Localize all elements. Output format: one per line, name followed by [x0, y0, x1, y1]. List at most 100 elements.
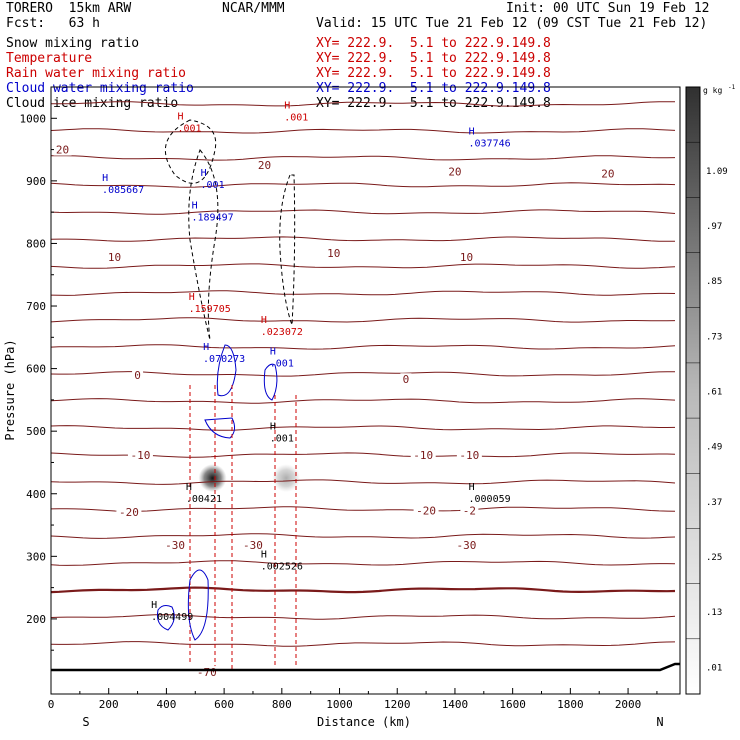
snow-shading	[272, 464, 301, 493]
field-label-snow: Snow mixing ratio	[6, 36, 140, 51]
isotherm	[51, 263, 676, 269]
isotherm	[51, 398, 676, 404]
field-xy-cloud-water: XY= 222.9. 5.1 to 222.9.149.8	[316, 81, 551, 96]
hydrometeor-contour	[263, 363, 278, 401]
temperature-label-bg	[456, 448, 482, 461]
extremum-label: .070273	[203, 354, 245, 365]
temperature-label: 20	[448, 165, 461, 178]
temperature-label-bg	[598, 167, 617, 180]
extremum-marker: H	[192, 201, 198, 212]
extremum-marker: H	[189, 292, 195, 303]
isotherm	[51, 236, 676, 242]
isotherm	[51, 614, 676, 620]
x-end-label-south: S	[82, 715, 89, 729]
extremum-label: .00421	[186, 494, 222, 505]
extremum-marker: H	[469, 127, 475, 138]
temperature-label: -70	[197, 666, 217, 679]
extremum-label: .002526	[261, 562, 303, 573]
isotherm	[51, 101, 676, 107]
temperature-label-bg	[460, 504, 479, 517]
temperature-label: -20	[416, 505, 436, 518]
colorbar-unit: g kg	[703, 86, 722, 95]
temperature-label: -20	[119, 506, 139, 519]
temperature-label: -30	[457, 539, 477, 552]
x-tick-label: 1000	[326, 698, 353, 711]
isotherm	[51, 344, 676, 350]
temperature-label: 10	[327, 247, 340, 260]
temperature-label: 20	[601, 167, 614, 180]
isotherm	[51, 155, 676, 161]
colorbar-level-label: .73	[706, 332, 722, 342]
temperature-label: -10	[131, 449, 151, 462]
extremum-marker: H	[261, 315, 267, 326]
temperature-label: 0	[134, 369, 141, 382]
isotherm	[51, 209, 676, 215]
temperature-label: 20	[258, 159, 271, 172]
temperature-label-bg	[324, 246, 343, 259]
hydrometeor-contour	[279, 174, 296, 326]
hydrometeor-contour	[274, 395, 297, 665]
temperature-label-bg	[445, 165, 464, 178]
colorbar	[685, 86, 701, 695]
temperature-label-bg	[240, 539, 266, 552]
hydrometeor-contour	[188, 149, 219, 341]
colorbar-level-label: .97	[706, 222, 722, 232]
colorbar-level-label: .61	[706, 388, 722, 398]
isotherm	[51, 371, 675, 377]
temperature-label: 20	[56, 144, 69, 157]
temperature-label-bg	[53, 143, 72, 156]
hydrometeor-contour	[189, 385, 233, 670]
field-xy-snow: XY= 222.9. 5.1 to 222.9.149.8	[316, 36, 551, 51]
extremum-marker: H	[270, 421, 276, 432]
x-tick-label: 0	[48, 698, 55, 711]
y-tick-label: 600	[26, 363, 46, 376]
temperature-label: 10	[108, 251, 121, 264]
y-tick-label: 300	[26, 550, 46, 563]
x-tick-label: 1200	[384, 698, 411, 711]
y-axis-label: Pressure (hPa)	[3, 339, 17, 440]
isotherm	[51, 560, 676, 566]
temperature-label-bg	[116, 505, 142, 518]
extremum-label: .001	[270, 358, 294, 369]
y-tick-label: 700	[26, 300, 46, 313]
colorbar-level-label: .13	[706, 608, 722, 618]
temperature-label: -10	[459, 449, 479, 462]
extremum-label: .189497	[191, 213, 233, 224]
isotherm	[51, 641, 676, 647]
temperature-label-bg	[453, 539, 479, 552]
temperature-label-bg	[457, 251, 476, 264]
extremum-label: .023072	[261, 327, 303, 338]
snow-shading	[198, 464, 227, 493]
header-center: NCAR/MMM	[222, 1, 285, 16]
y-tick-label: 500	[26, 425, 46, 438]
temperature-label: -2	[463, 505, 476, 518]
isotherm	[51, 506, 676, 512]
temperature-label-bg	[410, 448, 436, 461]
extremum-label: .001	[284, 112, 308, 123]
temperature-label-bg	[162, 539, 188, 552]
temperature-label-bg	[132, 368, 144, 381]
header-init: Init: 00 UTC Sun 19 Feb 12	[506, 1, 710, 16]
x-tick-label: 800	[272, 698, 292, 711]
isotherm	[51, 425, 676, 431]
x-tick-label: 1400	[442, 698, 469, 711]
extremum-label: .001	[270, 433, 294, 444]
extremum-label: .000059	[468, 494, 510, 505]
y-tick-label: 1000	[20, 112, 47, 125]
extremum-label: .085667	[102, 185, 144, 196]
x-tick-label: 600	[214, 698, 234, 711]
temperature-label: 10	[460, 251, 473, 264]
field-xy-rain: XY= 222.9. 5.1 to 222.9.149.8	[316, 66, 551, 81]
field-xy-cloud-ice: XY= 222.9. 5.1 to 222.9.149.8	[316, 96, 551, 111]
extremum-label: .001	[201, 180, 225, 191]
colorbar-level-label: 1.09	[706, 167, 728, 177]
field-label-cloud-water: Cloud water mixing ratio	[6, 81, 194, 96]
extremum-marker: H	[261, 550, 267, 561]
isotherm	[51, 533, 676, 539]
isotherm	[51, 317, 676, 323]
colorbar-level-label: .25	[706, 553, 722, 563]
temperature-label: -10	[413, 449, 433, 462]
temperature-label-bg	[105, 251, 124, 264]
hydrometeor-contour	[204, 417, 236, 439]
